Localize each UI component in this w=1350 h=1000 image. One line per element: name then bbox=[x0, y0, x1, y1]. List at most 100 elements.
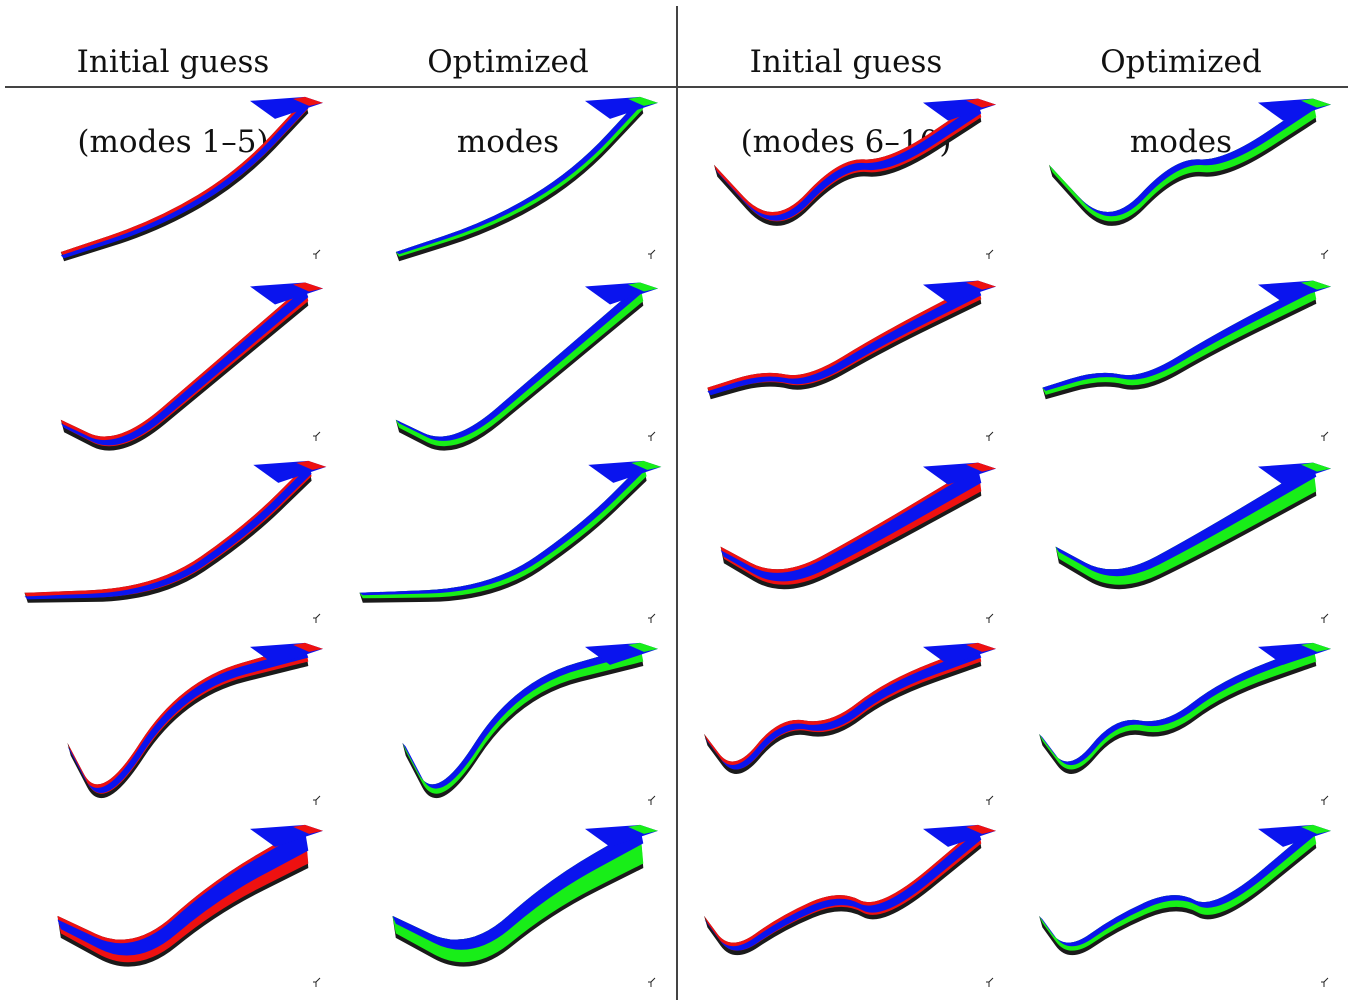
mode-shape-3-optimized bbox=[359, 460, 662, 623]
blade-root-accent bbox=[966, 280, 996, 290]
axis-triad-icon bbox=[986, 795, 994, 805]
blade-face-secondary bbox=[402, 644, 644, 794]
blade-root-accent bbox=[628, 96, 658, 106]
blade-root-accent bbox=[966, 98, 996, 108]
blade-face-secondary bbox=[1039, 826, 1317, 951]
blade-edge bbox=[60, 98, 309, 262]
mode-shape-7-optimized bbox=[1042, 280, 1331, 441]
blade-root-accent bbox=[293, 642, 323, 652]
blade-root-accent bbox=[628, 642, 658, 652]
blade-face-primary bbox=[1049, 100, 1317, 217]
blade-face-secondary bbox=[1055, 464, 1317, 585]
blade-root-accent bbox=[293, 96, 323, 106]
header-line1: Optimized bbox=[1100, 44, 1262, 80]
blade-face-secondary bbox=[395, 98, 644, 257]
header-line1: Initial guess bbox=[76, 44, 270, 80]
blade-face-primary bbox=[60, 102, 309, 259]
mode-shape-4-initial_guess bbox=[67, 642, 323, 805]
mode-shape-8-optimized bbox=[1055, 462, 1331, 623]
blade-root-accent bbox=[1301, 824, 1331, 834]
mode-shape-3-initial_guess bbox=[24, 460, 327, 623]
blade-edge bbox=[1055, 464, 1317, 590]
blade-face-secondary bbox=[67, 644, 309, 794]
header-optimized-modes-2: Optimized modes bbox=[1013, 2, 1349, 162]
blade-face-secondary bbox=[714, 100, 982, 222]
header-line1: Initial guess bbox=[749, 44, 943, 80]
blade-face-secondary bbox=[720, 464, 982, 585]
axis-triad-icon bbox=[313, 795, 321, 805]
mode-shape-8-initial_guess bbox=[720, 462, 996, 623]
mode-shape-5-optimized bbox=[392, 824, 658, 987]
blade-face-secondary bbox=[60, 98, 309, 257]
mode-shape-2-initial_guess bbox=[60, 282, 323, 451]
axis-triad-icon bbox=[313, 249, 321, 259]
blade-edge bbox=[1039, 826, 1317, 956]
blade-face-primary bbox=[704, 648, 982, 770]
axis-triad-icon bbox=[648, 613, 656, 623]
blade-face-primary bbox=[67, 648, 309, 794]
axis-triad-icon bbox=[648, 431, 656, 441]
blade-root-accent bbox=[296, 460, 327, 470]
header-line2: modes bbox=[456, 124, 560, 160]
axis-triad-icon bbox=[648, 795, 656, 805]
axis-triad-icon bbox=[1321, 249, 1329, 259]
axis-triad-icon bbox=[986, 613, 994, 623]
mode-shape-6-optimized bbox=[1049, 98, 1331, 259]
blade-face-secondary bbox=[707, 282, 982, 395]
blade-face-primary bbox=[707, 286, 982, 396]
blade-edge bbox=[60, 284, 309, 451]
blade-root-accent bbox=[631, 460, 662, 470]
blade-face-primary bbox=[1039, 644, 1317, 766]
blade-face-secondary bbox=[60, 284, 309, 447]
mode-shape-2-optimized bbox=[395, 282, 658, 451]
header-optimized-modes-1: Optimized modes bbox=[340, 2, 676, 162]
mode-shape-1-initial_guess bbox=[60, 96, 323, 262]
mode-shape-5-initial_guess bbox=[57, 824, 323, 987]
axis-triad-icon bbox=[313, 977, 321, 987]
blade-edge bbox=[395, 98, 644, 262]
blade-face-primary bbox=[60, 288, 309, 446]
axis-triad-icon bbox=[1321, 431, 1329, 441]
blade-face-primary bbox=[704, 830, 982, 951]
blade-root-accent bbox=[1301, 462, 1331, 472]
group-divider bbox=[676, 6, 678, 1000]
blade-edge bbox=[704, 826, 982, 956]
blade-root-accent bbox=[1301, 280, 1331, 290]
blade-face-primary bbox=[1042, 282, 1317, 391]
header-initial-guess-modes-1-5: Initial guess (modes 1–5) bbox=[5, 2, 341, 162]
blade-root-accent bbox=[293, 824, 323, 834]
mode-shape-10-initial_guess bbox=[704, 824, 996, 987]
axis-triad-icon bbox=[648, 249, 656, 259]
mode-shape-7-initial_guess bbox=[707, 280, 996, 441]
blade-face-secondary bbox=[395, 284, 644, 447]
blade-edge bbox=[395, 284, 644, 451]
blade-face-primary bbox=[395, 284, 644, 441]
blade-root-accent bbox=[966, 462, 996, 472]
axis-triad-icon bbox=[986, 431, 994, 441]
axis-triad-icon bbox=[313, 431, 321, 441]
mode-shape-1-optimized bbox=[395, 96, 658, 262]
blade-face-primary bbox=[359, 462, 647, 596]
axis-triad-icon bbox=[986, 249, 994, 259]
blade-root-accent bbox=[1301, 98, 1331, 108]
blade-face-primary bbox=[395, 98, 644, 255]
mode-shape-10-optimized bbox=[1039, 824, 1331, 987]
blade-root-accent bbox=[1301, 642, 1331, 652]
blade-face-secondary bbox=[1049, 100, 1317, 222]
blade-face-secondary bbox=[704, 826, 982, 951]
axis-triad-icon bbox=[648, 977, 656, 987]
mode-shape-9-optimized bbox=[1039, 642, 1331, 805]
blade-face-primary bbox=[24, 466, 312, 600]
blade-root-accent bbox=[293, 282, 323, 292]
blade-face-primary bbox=[1039, 826, 1317, 947]
axis-triad-icon bbox=[1321, 795, 1329, 805]
blade-edge bbox=[720, 464, 982, 590]
blade-root-accent bbox=[966, 642, 996, 652]
blade-root-accent bbox=[628, 824, 658, 834]
mode-shape-9-initial_guess bbox=[704, 642, 996, 805]
header-line2: modes bbox=[1129, 124, 1233, 160]
axis-triad-icon bbox=[1321, 977, 1329, 987]
axis-triad-icon bbox=[986, 977, 994, 987]
